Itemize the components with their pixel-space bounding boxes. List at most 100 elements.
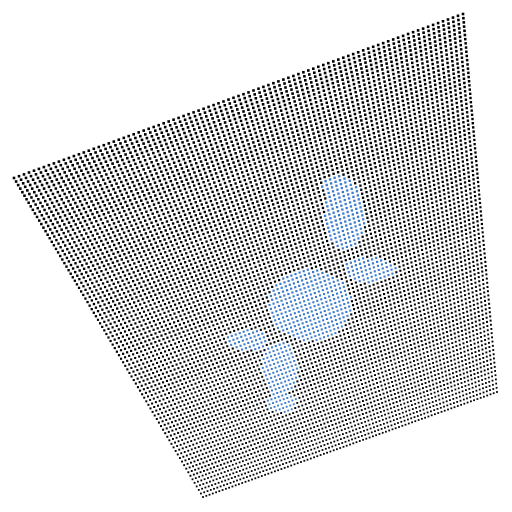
grid-dot [235,385,238,388]
grid-dot [290,166,294,169]
grid-dot [117,281,120,284]
grid-dot [229,153,233,157]
grid-dot [152,363,155,366]
grid-dot [279,269,282,272]
grid-dot [290,464,293,467]
grid-dot [42,226,45,229]
grid-dot [180,167,184,170]
grid-dot [89,269,92,272]
grid-dot [344,393,347,396]
grid-dot [190,470,193,472]
grid-dot [197,312,200,315]
grid-dot [283,449,286,452]
grid-dot [139,294,142,297]
grid-dot [161,234,165,238]
grid-dot [372,422,374,425]
grid-dot [185,398,188,401]
grid-dot [262,453,264,455]
grid-dot [212,401,215,404]
grid-dot [92,182,95,185]
grid-dot [278,265,281,269]
grid-dot [258,126,261,129]
grid-dot [196,377,199,380]
grid-dot [198,454,201,457]
grid-dot [319,432,322,435]
grid-dot [282,156,286,159]
grid-dot [230,460,232,463]
grid-dot [278,222,281,225]
grid-dot [334,301,337,304]
grid-dot [370,418,373,421]
grid-dot [99,196,103,200]
grid-dot [224,237,227,241]
grid-dot [302,205,305,208]
grid-dot [124,295,128,298]
grid-dot [375,434,377,437]
grid-dot [146,386,149,389]
grid-dot [304,412,306,415]
grid-dot [316,446,319,449]
grid-dot [362,426,364,428]
grid-dot [196,368,199,371]
grid-dot [177,393,180,395]
grid-dot [349,443,351,446]
grid-dot [116,207,120,211]
grid-dot [91,169,95,172]
grid-dot [203,448,206,451]
grid-dot [221,467,224,470]
grid-dot [131,180,134,184]
grid-dot [138,312,141,315]
grid-dot [337,369,340,372]
grid-dot [76,162,79,165]
grid-dot [195,239,198,243]
grid-dot [198,424,201,427]
grid-dot [327,321,330,324]
grid-dot [106,220,109,223]
grid-dot [244,334,247,337]
grid-dot [100,187,104,191]
grid-dot [249,237,252,240]
grid-dot [224,449,227,452]
grid-dot [91,234,94,237]
grid-dot [174,450,177,452]
grid-dot [220,442,223,444]
grid-dot [238,362,241,365]
grid-dot [152,125,155,129]
grid-dot [155,314,158,317]
grid-dot [259,316,262,319]
grid-dot [253,162,257,165]
grid-dot [155,409,158,412]
grid-dot [272,233,275,236]
grid-dot [223,247,226,250]
grid-dot [107,263,110,266]
grid-dot [212,103,215,107]
grid-dot [232,204,235,208]
grid-dot [214,172,218,175]
grid-dot [68,251,71,254]
grid-dot [247,411,249,413]
grid-dot [264,266,267,269]
grid-dot [256,187,260,190]
grid-dot [321,271,324,275]
grid-dot [318,320,321,323]
grid-dot [352,381,355,384]
grid-dot [157,136,160,140]
grid-dot [183,420,186,423]
grid-dot [193,313,196,317]
grid-dot [190,276,193,279]
grid-dot [241,434,244,437]
grid-dot [194,382,197,385]
grid-dot [246,329,249,332]
grid-dot [222,281,225,284]
grid-dot [280,230,283,233]
grid-dot [159,218,162,221]
grid-dot [243,343,246,346]
grid-dot [293,415,296,418]
grid-dot [199,285,203,288]
grid-dot [169,305,172,308]
grid-dot [228,284,231,287]
grid-dot [305,416,308,418]
grid-dot [264,210,267,213]
grid-dot [264,473,266,476]
grid-dot [254,149,258,152]
